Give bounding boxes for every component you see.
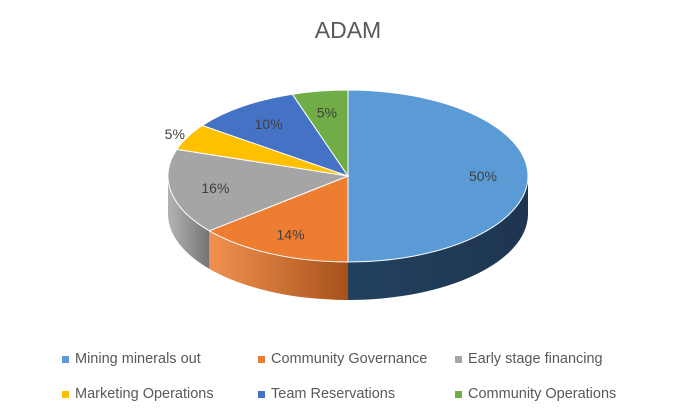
pie-slice-team-reservations xyxy=(201,93,350,177)
data-label: 14% xyxy=(277,226,305,242)
legend-label: Community Governance xyxy=(271,351,428,367)
legend-item: Mining minerals out xyxy=(62,351,201,367)
legend-item: Community Operations xyxy=(455,386,616,402)
pie-slice-community-governance xyxy=(208,175,349,263)
legend-item: Team Reservations xyxy=(258,386,395,402)
legend-swatch xyxy=(455,355,462,363)
pie-slice-side xyxy=(209,230,348,300)
pie-slice-side xyxy=(168,176,210,269)
legend-item: Marketing Operations xyxy=(62,386,214,402)
pie-slice-mining-minerals-out xyxy=(347,89,529,263)
legend-item: Early stage financing xyxy=(455,351,603,367)
data-label: 50% xyxy=(469,168,497,184)
legend-label: Mining minerals out xyxy=(75,351,201,367)
legend-swatch xyxy=(455,390,462,398)
legend-item: Community Governance xyxy=(258,351,427,367)
legend-swatch xyxy=(62,355,69,363)
pie-slice-community-operations xyxy=(291,89,349,178)
data-label: 16% xyxy=(201,180,229,196)
pie-slice-early-stage-financing xyxy=(167,148,350,232)
legend-label: Team Reservations xyxy=(271,386,396,402)
pie-chart: ADAM 50% 14% 16% 5% 10% 5% xyxy=(165,17,529,300)
legend-swatch xyxy=(62,390,69,398)
legend-label: Community Operations xyxy=(468,386,617,402)
pie-slice-side xyxy=(348,176,528,300)
data-label: 5% xyxy=(165,126,185,142)
legend-swatch xyxy=(258,390,265,398)
chart-title: ADAM xyxy=(315,17,381,43)
legend-label: Marketing Operations xyxy=(75,386,214,402)
legend-swatch xyxy=(258,355,265,363)
legend-label: Early stage financing xyxy=(468,351,603,367)
data-label: 10% xyxy=(255,116,283,132)
data-label: 5% xyxy=(317,104,337,120)
